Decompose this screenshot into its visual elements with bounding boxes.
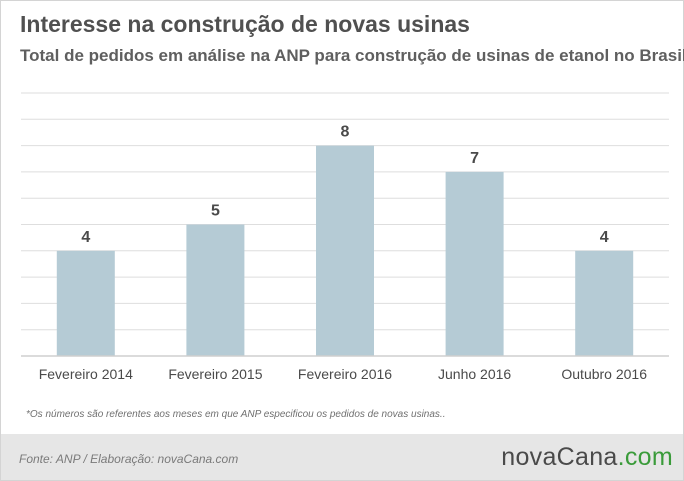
x-tick-label: Fevereiro 2016 [298,366,392,382]
data-label: 5 [211,203,220,220]
x-tick-label: Fevereiro 2014 [39,366,133,382]
brand-logo: novaCana.com [501,443,673,472]
x-tick-label: Fevereiro 2015 [168,366,262,382]
data-label: 4 [600,229,609,246]
footer-bar: Fonte: ANP / Elaboração: novaCana.com no… [1,434,683,480]
bar [575,250,634,356]
bar [56,250,115,356]
bar [445,171,504,356]
chart-subtitle: Total de pedidos em análise na ANP para … [20,46,684,65]
x-tick-label: Junho 2016 [438,366,511,382]
bar-chart: 4 Fevereiro 2014 5 Fevereiro 2015 8 Fevereiro… [21,92,669,382]
brand-domain: .com [617,443,673,471]
data-label: 7 [470,150,479,167]
bar [186,224,245,356]
data-label: 8 [341,124,350,141]
chart-title: Interesse na construção de novas usinas [20,11,470,37]
source-credit: Fonte: ANP / Elaboração: novaCana.com [19,452,239,466]
x-tick-label: Outubro 2016 [561,366,647,382]
brand-name: novaCana [501,443,618,471]
footnote: *Os números são referentes aos meses em … [26,409,446,420]
data-label: 4 [81,229,90,246]
bar [316,145,374,356]
